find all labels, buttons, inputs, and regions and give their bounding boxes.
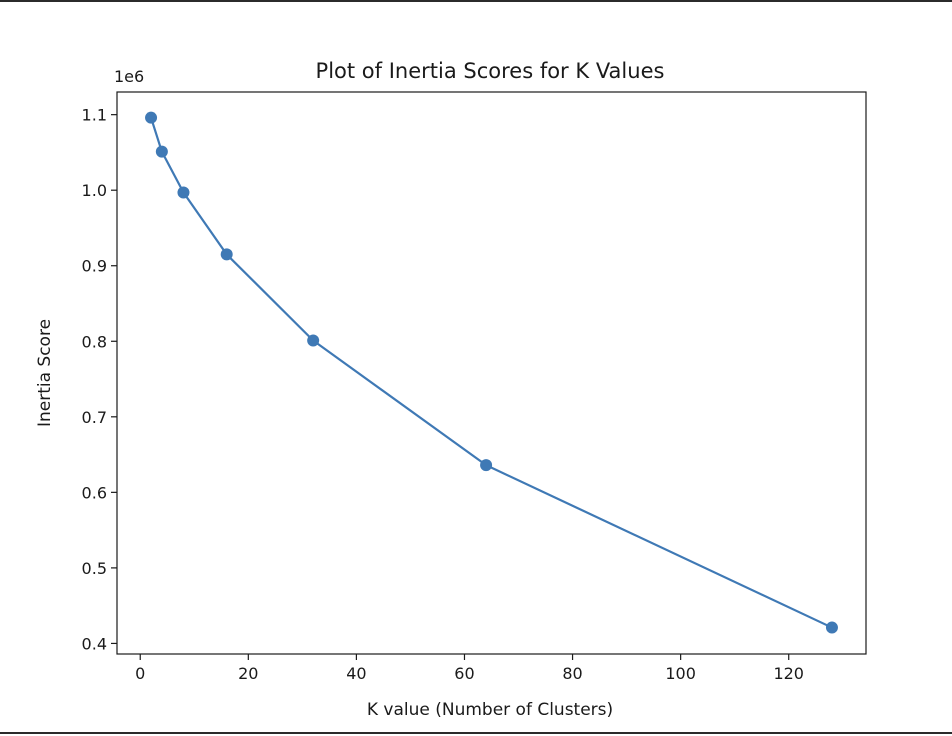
plot-area: 0 20 40 60 80 100 120 0.4 0.5 0.6 0.7 0.8 0.9 1.0 1.1 bbox=[82, 91, 867, 683]
y-axis-label: Inertia Score bbox=[35, 319, 55, 427]
y-tick-label-1: 0.5 bbox=[82, 559, 107, 578]
x-tick-label-5: 100 bbox=[665, 664, 696, 683]
y-tick-label-6: 1.0 bbox=[82, 181, 107, 200]
x-tick-label-2: 40 bbox=[346, 664, 366, 683]
data-point-4 bbox=[307, 334, 320, 347]
data-point-0 bbox=[145, 111, 158, 124]
y-tick-label-4: 0.8 bbox=[82, 332, 107, 351]
x-tick-label-6: 120 bbox=[773, 664, 804, 683]
x-tick-label-1: 20 bbox=[238, 664, 258, 683]
y-axis-offset-label: 1e6 bbox=[114, 67, 144, 86]
y-tick-label-7: 1.1 bbox=[82, 106, 107, 125]
data-point-1 bbox=[155, 145, 168, 158]
chart-title: Plot of Inertia Scores for K Values bbox=[316, 59, 665, 83]
y-tick-label-2: 0.6 bbox=[82, 483, 107, 502]
y-tick-label-0: 0.4 bbox=[82, 634, 107, 653]
x-tick-label-4: 80 bbox=[562, 664, 582, 683]
y-tick-label-3: 0.7 bbox=[82, 408, 107, 427]
series-line-0 bbox=[149, 116, 834, 629]
y-tick-label-5: 0.9 bbox=[82, 257, 107, 276]
plot-spines bbox=[116, 91, 867, 655]
x-tick-label-0: 0 bbox=[135, 664, 145, 683]
data-point-6 bbox=[825, 621, 838, 634]
data-point-5 bbox=[480, 459, 493, 472]
data-point-3 bbox=[220, 248, 233, 261]
data-point-2 bbox=[177, 186, 190, 199]
x-axis-label: K value (Number of Clusters) bbox=[367, 700, 613, 720]
x-tick-label-3: 60 bbox=[454, 664, 474, 683]
